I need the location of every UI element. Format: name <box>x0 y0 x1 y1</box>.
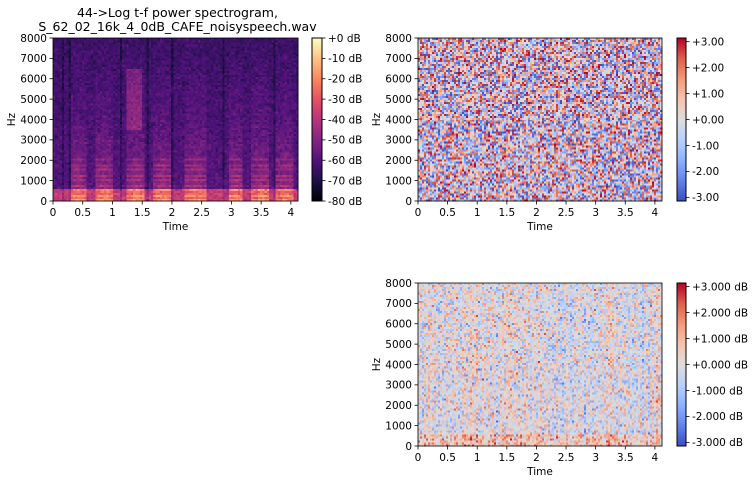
y-tick-label: 0 <box>40 196 47 208</box>
colorbar-tick-label: -3.000 dB <box>692 437 743 449</box>
y-tick-label: 3000 <box>20 135 47 147</box>
log-power-spectrogram-panel: 0 0.5 1 1.5 2 2.5 3 3.5 4 0 1000 2000 3000 4000 5000 60… <box>6 5 362 233</box>
y-axis-label: Hz <box>371 112 383 126</box>
y-tick-label: 7000 <box>20 53 47 65</box>
x-tick-label: 1.5 <box>498 452 515 464</box>
x-tick-label: 3 <box>592 207 599 219</box>
y-axis-label: Hz <box>371 357 383 371</box>
x-axis-label: Time <box>526 466 553 478</box>
colorbar-tick-label: +3.000 dB <box>692 281 748 293</box>
colorbar-tick-label: +2.000 dB <box>692 307 748 319</box>
x-tick-label: 3.5 <box>253 207 270 219</box>
y-tick-label: 0 <box>405 196 412 208</box>
y-tick-label: 2000 <box>385 400 412 412</box>
y-tick-label: 1000 <box>385 420 412 432</box>
colorbar-tick-label: +2.00 <box>692 62 724 74</box>
colorbar-tick-label: -2.00 <box>692 166 719 178</box>
y-axis-label: Hz <box>6 112 18 126</box>
y-tick-label: 5000 <box>385 94 412 106</box>
y-tick-label: 7000 <box>385 53 412 65</box>
x-tick-label: 4 <box>652 452 659 464</box>
x-tick-label: 2 <box>533 207 540 219</box>
x-tick-label: 3.5 <box>617 452 634 464</box>
y-tick-label: 1000 <box>20 175 47 187</box>
x-tick-label: 2 <box>169 207 176 219</box>
colorbar-tick-label: -2.000 dB <box>692 411 743 423</box>
y-tick-label: 1000 <box>385 175 412 187</box>
colorbar-tick-label: -70 dB <box>328 175 362 187</box>
x-tick-label: 4 <box>652 207 659 219</box>
colorbar-tick-label: +3.00 <box>692 36 724 48</box>
x-tick-label: 1 <box>474 207 481 219</box>
y-tick-label: 2000 <box>385 155 412 167</box>
colorbar-tick-label: -40 dB <box>328 114 362 126</box>
x-tick-label: 1 <box>109 207 116 219</box>
colorbar <box>677 283 686 446</box>
x-tick-label: 1 <box>474 452 481 464</box>
colorbar-tick-label: +0.00 <box>692 114 724 126</box>
colorbar-tick-label: +1.00 <box>692 88 724 100</box>
colorbar-tick-label: -10 dB <box>328 53 362 65</box>
y-tick-label: 8000 <box>385 33 412 45</box>
x-tick-label: 1.5 <box>498 207 515 219</box>
y-tick-label: 6000 <box>20 74 47 86</box>
y-tick-label: 3000 <box>385 135 412 147</box>
colorbar-tick-label: -3.00 <box>692 192 719 204</box>
x-tick-label: 0 <box>50 207 57 219</box>
colorbar-tick-label: -50 dB <box>328 135 362 147</box>
y-tick-label: 4000 <box>385 114 412 126</box>
x-tick-label: 0.5 <box>439 207 456 219</box>
y-tick-label: 6000 <box>385 319 412 331</box>
heatmap-cells <box>53 38 298 201</box>
phase-heatmap-panel: 0 0.5 1 1.5 2 2.5 3 3.5 4 0 1000 2000 3000 4000 5000 60… <box>371 33 724 233</box>
x-tick-label: 1.5 <box>134 207 151 219</box>
x-tick-label: 0 <box>415 207 422 219</box>
x-tick-label: 2.5 <box>193 207 210 219</box>
y-tick-label: 5000 <box>385 339 412 351</box>
y-tick-label: 8000 <box>20 33 47 45</box>
heatmap-cells <box>418 283 662 446</box>
y-tick-label: 2000 <box>20 155 47 167</box>
colorbar <box>312 38 322 201</box>
x-tick-label: 0.5 <box>439 452 456 464</box>
y-tick-label: 0 <box>405 441 412 453</box>
colorbar-tick-label: -20 dB <box>328 74 362 86</box>
y-tick-label: 3000 <box>385 380 412 392</box>
chart-title: S_62_02_16k_4_0dB_CAFE_noisyspeech.wav <box>38 19 317 34</box>
phase-db-heatmap-panel: 0 0.5 1 1.5 2 2.5 3 3.5 4 0 1000 2000 3000 4000 5000 60… <box>371 278 748 478</box>
colorbar-tick-label: +0 dB <box>328 33 361 45</box>
colorbar-tick-label: +0.000 dB <box>692 359 748 371</box>
colorbar-tick-label: -1.000 dB <box>692 385 743 397</box>
y-tick-label: 4000 <box>20 114 47 126</box>
x-axis-label: Time <box>162 221 189 233</box>
colorbar-tick-label: -80 dB <box>328 196 362 208</box>
x-tick-label: 3.5 <box>617 207 634 219</box>
colorbar-tick-label: +1.000 dB <box>692 333 748 345</box>
x-axis-label: Time <box>526 221 553 233</box>
colorbar-tick-label: -30 dB <box>328 94 362 106</box>
chart-title: 44->Log t-f power spectrogram, <box>77 5 278 20</box>
x-tick-label: 2.5 <box>558 207 575 219</box>
colorbar-tick-label: -1.00 <box>692 140 719 152</box>
y-tick-label: 8000 <box>385 278 412 290</box>
y-tick-label: 4000 <box>385 359 412 371</box>
y-tick-label: 5000 <box>20 94 47 106</box>
x-tick-label: 2 <box>533 452 540 464</box>
x-tick-label: 0 <box>415 452 422 464</box>
x-tick-label: 4 <box>288 207 295 219</box>
x-tick-label: 0.5 <box>74 207 91 219</box>
x-tick-label: 2.5 <box>558 452 575 464</box>
heatmap-cells <box>418 38 662 201</box>
x-tick-label: 3 <box>228 207 235 219</box>
x-tick-label: 3 <box>592 452 599 464</box>
y-tick-label: 7000 <box>385 298 412 310</box>
colorbar-tick-label: -60 dB <box>328 155 362 167</box>
y-tick-label: 6000 <box>385 74 412 86</box>
colorbar <box>677 38 686 201</box>
